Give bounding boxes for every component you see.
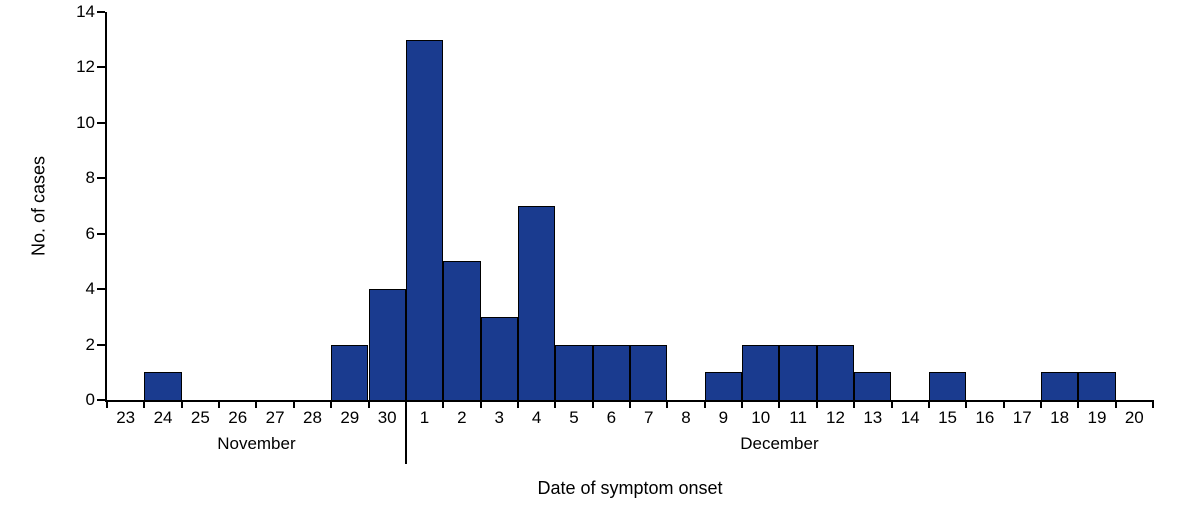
y-tick-label: 8 (86, 168, 107, 188)
bar (742, 345, 779, 400)
x-tick-label: 16 (975, 400, 994, 428)
bar (144, 372, 181, 400)
x-tick-label: 20 (1125, 400, 1144, 428)
x-tick (853, 400, 855, 408)
bar (929, 372, 966, 400)
y-tick-label: 0 (86, 390, 107, 410)
x-tick (442, 400, 444, 408)
bar (481, 317, 518, 400)
y-tick-label: 12 (76, 57, 107, 77)
x-tick (891, 400, 893, 408)
month-label: December (740, 400, 818, 454)
x-tick (368, 400, 370, 408)
x-tick (143, 400, 145, 408)
x-tick-label: 28 (303, 400, 322, 428)
x-tick-label: 7 (644, 400, 653, 428)
x-tick-label: 23 (116, 400, 135, 428)
bar (518, 206, 555, 400)
x-tick (554, 400, 556, 408)
x-tick-label: 2 (457, 400, 466, 428)
x-tick-label: 12 (826, 400, 845, 428)
bar (555, 345, 592, 400)
bar (1078, 372, 1115, 400)
bar (443, 261, 480, 400)
x-tick-label: 30 (378, 400, 397, 428)
y-tick-label: 2 (86, 335, 107, 355)
x-tick (1003, 400, 1005, 408)
bar (1041, 372, 1078, 400)
y-axis-title: No. of cases (29, 156, 50, 256)
bar (406, 40, 443, 400)
bar (331, 345, 368, 400)
x-tick-label: 4 (532, 400, 541, 428)
x-tick (181, 400, 183, 408)
y-tick-label: 4 (86, 279, 107, 299)
x-tick-label: 5 (569, 400, 578, 428)
plot-area: 0246810121423242526272829301234567891011… (105, 12, 1153, 402)
x-tick-label: 3 (495, 400, 504, 428)
x-tick (330, 400, 332, 408)
x-tick-label: 8 (681, 400, 690, 428)
month-divider (405, 400, 407, 464)
x-tick-label: 25 (191, 400, 210, 428)
chart-container: 0246810121423242526272829301234567891011… (0, 0, 1185, 512)
x-tick-label: 1 (420, 400, 429, 428)
x-tick-label: 14 (901, 400, 920, 428)
x-tick (629, 400, 631, 408)
x-tick-label: 24 (154, 400, 173, 428)
x-tick (704, 400, 706, 408)
x-tick (1115, 400, 1117, 408)
bar (630, 345, 667, 400)
x-tick (517, 400, 519, 408)
x-tick (1077, 400, 1079, 408)
x-tick (928, 400, 930, 408)
x-tick (480, 400, 482, 408)
x-axis-title: Date of symptom onset (537, 478, 722, 499)
bar (369, 289, 406, 400)
bar (593, 345, 630, 400)
x-tick-label: 13 (863, 400, 882, 428)
x-tick (1152, 400, 1154, 408)
x-tick-label: 18 (1050, 400, 1069, 428)
x-tick-label: 19 (1087, 400, 1106, 428)
x-tick-label: 15 (938, 400, 957, 428)
bar (779, 345, 816, 400)
x-tick (1040, 400, 1042, 408)
y-tick-label: 6 (86, 224, 107, 244)
x-tick-label: 9 (719, 400, 728, 428)
x-tick (106, 400, 108, 408)
bar (817, 345, 854, 400)
x-tick (592, 400, 594, 408)
y-tick-label: 10 (76, 113, 107, 133)
x-tick (965, 400, 967, 408)
y-tick-label: 14 (76, 2, 107, 22)
x-tick-label: 29 (340, 400, 359, 428)
x-tick (666, 400, 668, 408)
x-tick-label: 6 (607, 400, 616, 428)
month-label: November (217, 400, 295, 454)
bar (705, 372, 742, 400)
x-tick-label: 17 (1013, 400, 1032, 428)
bar (854, 372, 891, 400)
